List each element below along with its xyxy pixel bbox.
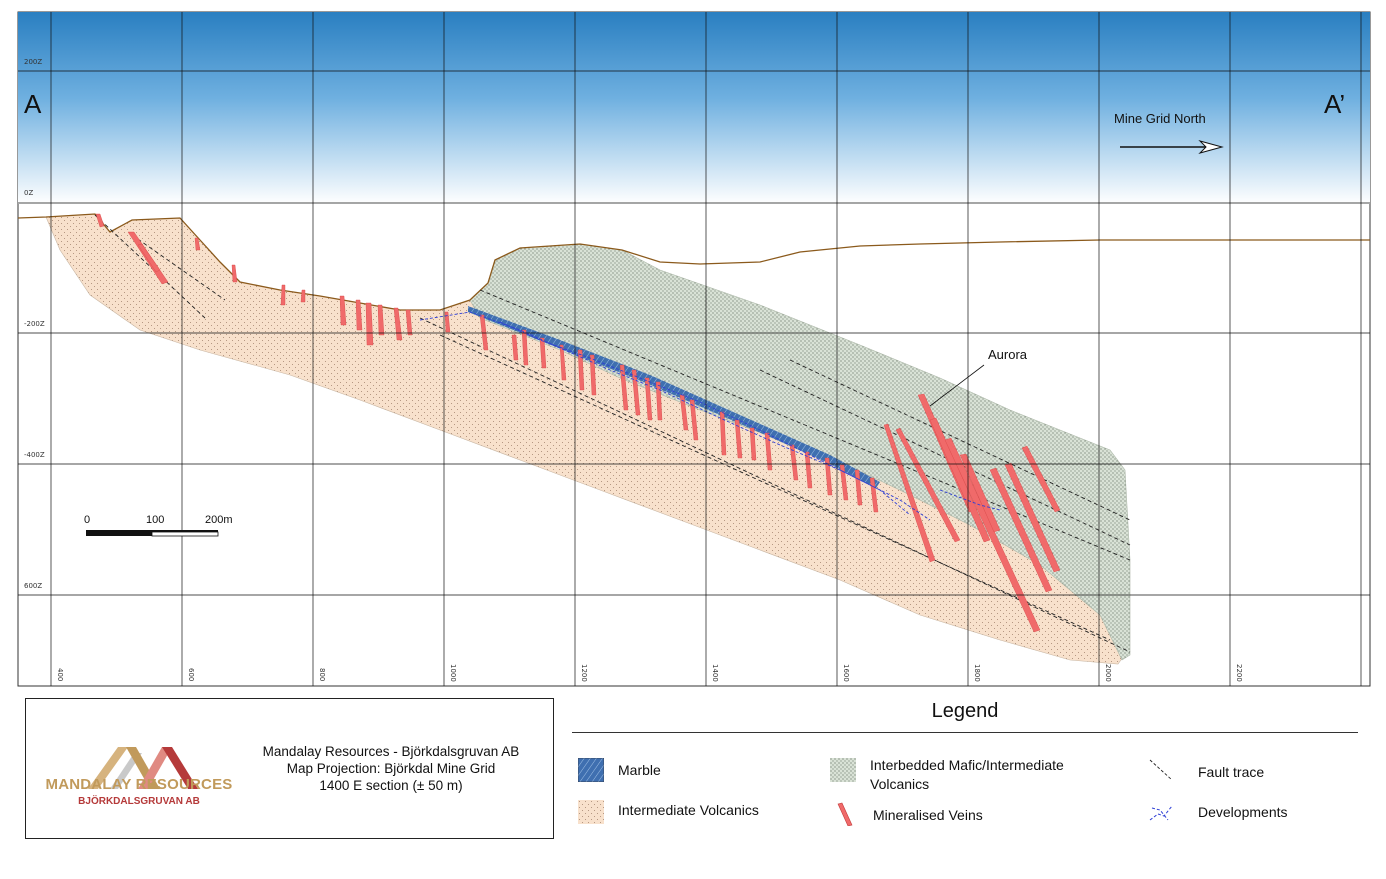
legend-label-developments: Developments	[1198, 804, 1288, 820]
easting-label-2000: 2000	[1104, 664, 1112, 682]
grid-lines	[18, 12, 1370, 686]
legend-divider	[572, 732, 1358, 733]
section-start-label: A	[24, 89, 42, 119]
easting-label-600: 600	[187, 668, 195, 681]
elevation-label-0z: 0Z	[24, 189, 33, 197]
legend-label-mineralised-veins: Mineralised Veins	[873, 807, 983, 823]
info-line-company: Mandalay Resources - Björkdalsgruvan AB	[262, 744, 520, 759]
legend-swatch-mafic-volcanics	[830, 758, 856, 782]
scale-label-100: 100	[146, 514, 164, 526]
north-arrow-icon	[1120, 140, 1224, 154]
cross-section-map: 200Z 0Z -200Z -400Z 600Z 400 600 800 100…	[17, 11, 1371, 687]
legend-swatch-developments	[1149, 805, 1173, 821]
legend-label-fault-trace: Fault trace	[1198, 764, 1265, 780]
map-info: Mandalay Resources - Björkdalsgruvan AB …	[241, 743, 541, 794]
easting-label-400: 400	[56, 668, 64, 681]
info-line-projection: Map Projection: Björkdal Mine Grid	[286, 761, 496, 776]
easting-label-1600: 1600	[842, 664, 850, 682]
mandalay-logo-icon	[88, 747, 198, 789]
legend-swatch-marble	[578, 758, 604, 782]
elevation-label-600z: 600Z	[24, 582, 42, 590]
easting-label-800: 800	[318, 668, 326, 681]
developments	[419, 311, 1001, 521]
topography-line	[17, 213, 1370, 311]
aurora-label: Aurora	[988, 347, 1028, 362]
fault-traces	[94, 214, 1131, 653]
easting-label-2200: 2200	[1235, 664, 1243, 682]
legend-label-intermediate-volcanics: Intermediate Volcanics	[618, 802, 759, 818]
legend-label-marble: Marble	[618, 762, 661, 778]
easting-label-1000: 1000	[449, 664, 457, 682]
company-name: MANDALAY RESOURCES	[45, 776, 233, 793]
aurora-leader-line	[929, 364, 985, 407]
legend: Legend Marble Intermediate Volcanics Int…	[572, 698, 1362, 839]
section-end-label: A’	[1324, 89, 1345, 119]
info-line-section: 1400 E section (± 50 m)	[319, 778, 463, 793]
legend-swatch-mineralised-veins	[837, 802, 853, 826]
legend-swatch-fault-trace	[1149, 759, 1173, 781]
mineralised-veins	[95, 213, 1061, 633]
elevation-label-minus400z: -400Z	[24, 451, 45, 459]
company-subsidiary: BJÖRKDALSGRUVAN AB	[78, 796, 200, 807]
legend-title: Legend	[931, 700, 999, 722]
sky-band	[18, 12, 1370, 204]
legend-label-mafic-volcanics: Interbedded Mafic/Intermediate Volcanics	[870, 757, 1064, 792]
easting-label-1200: 1200	[580, 664, 588, 682]
title-block: MANDALAY RESOURCES BJÖRKDALSGRUVAN AB Ma…	[25, 698, 554, 839]
easting-label-1800: 1800	[973, 664, 981, 682]
north-arrow-label: Mine Grid North	[1114, 111, 1206, 126]
elevation-label-200z: 200Z	[24, 58, 42, 66]
scale-label-200m: 200m	[205, 514, 233, 526]
easting-label-1400: 1400	[711, 664, 719, 682]
scale-bar: 0 100 200m	[84, 514, 233, 537]
legend-swatch-intermediate-volcanics	[578, 800, 604, 824]
elevation-label-minus200z: -200Z	[24, 320, 45, 328]
scale-label-0: 0	[84, 514, 90, 526]
